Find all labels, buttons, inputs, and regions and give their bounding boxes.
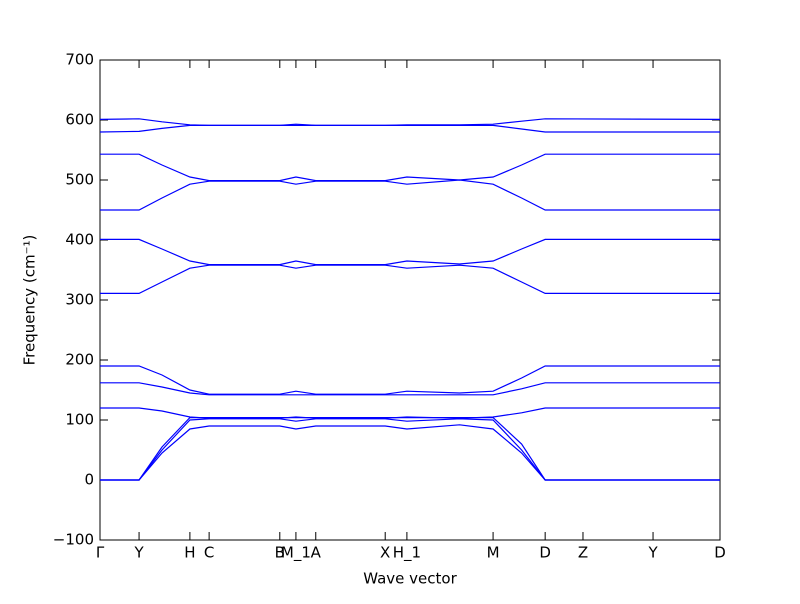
x-tick-label: C [204,544,214,562]
x-tick-label: X [380,544,390,562]
x-tick-label: Y [647,544,658,562]
x-axis-label: Wave vector [363,570,457,588]
x-tick-label: D [714,544,726,562]
x-tick-label: Γ [96,544,105,562]
band-line [100,365,720,395]
band-line [100,179,720,211]
y-tick-label: 300 [65,291,94,309]
band-line [100,417,720,481]
x-tick-label: H [184,544,195,562]
band-line [99,118,721,126]
y-tick-label: 100 [65,411,94,429]
x-tick-label: H_1 [393,544,421,563]
y-tick-label: −100 [53,531,94,549]
y-tick-label: 0 [84,471,94,489]
x-tick-label: B [275,544,285,562]
band-line [99,124,720,133]
band-line [100,238,720,266]
band-line [100,264,720,294]
y-tick-label: 500 [65,171,94,189]
y-tick-label: 400 [65,231,94,249]
x-tick-label: A [311,544,322,562]
band-line [100,382,720,396]
y-tick-label: 200 [65,351,94,369]
x-tick-label: M_1 [281,544,311,563]
x-tick-label: D [539,544,551,562]
x-tick-label: Y [133,544,144,562]
y-tick-label: 600 [65,111,94,129]
y-tick-label: 700 [65,51,94,69]
x-tick-label: M [487,544,500,562]
band-line [100,153,720,182]
band-line [100,424,720,481]
y-axis-label: Frequency (cm⁻¹) [21,235,39,366]
band-line [100,407,720,419]
x-tick-label: Z [578,544,588,562]
